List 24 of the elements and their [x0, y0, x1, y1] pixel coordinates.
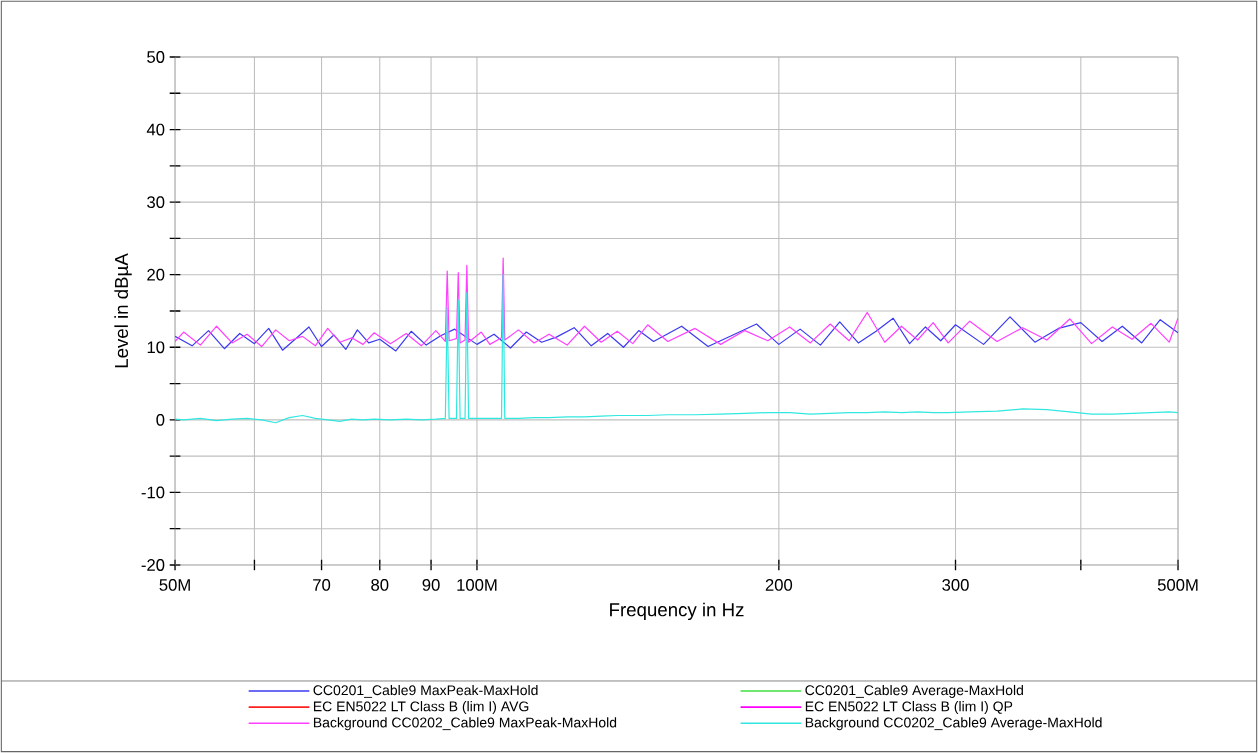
x-tick-label: 80: [371, 579, 389, 591]
x-tick-label: 70: [313, 579, 331, 591]
y-tick-label: 10: [147, 341, 165, 354]
legend-label: Background CC0202_Cable9 MaxPeak-MaxHold: [313, 717, 617, 731]
x-tick-label: 100M: [457, 579, 497, 591]
y-axis-title: Level in dBµA: [114, 253, 132, 368]
y-tick-label: 0: [156, 413, 165, 426]
legend-label: Background CC0202_Cable9 Average-MaxHold: [805, 717, 1102, 731]
legend-label: EC EN5022 LT Class B (lim I) QP: [805, 701, 1013, 715]
x-tick-label: 90: [422, 579, 440, 591]
y-tick-label: 40: [146, 123, 165, 136]
y-tick-label: 30: [147, 196, 165, 209]
x-tick-label: 300: [942, 579, 969, 591]
y-tick-label: 50: [147, 51, 165, 63]
x-tick-label: 500M: [1157, 579, 1198, 591]
y-tick-label: -20: [141, 559, 165, 571]
x-tick-label: 200: [765, 579, 793, 591]
legend-label: CC0201_Cable9 Average-MaxHold: [805, 684, 1023, 698]
x-axis-title: Frequency in Hz: [610, 602, 744, 621]
y-tick-label: 20: [147, 268, 165, 281]
legend-label: CC0201_Cable9 MaxPeak-MaxHold: [313, 684, 538, 698]
x-tick-label: 50M: [159, 579, 190, 591]
y-tick-label: -10: [141, 486, 165, 499]
legend-label: EC EN5022 LT Class B (lim I) AVG: [313, 701, 529, 715]
